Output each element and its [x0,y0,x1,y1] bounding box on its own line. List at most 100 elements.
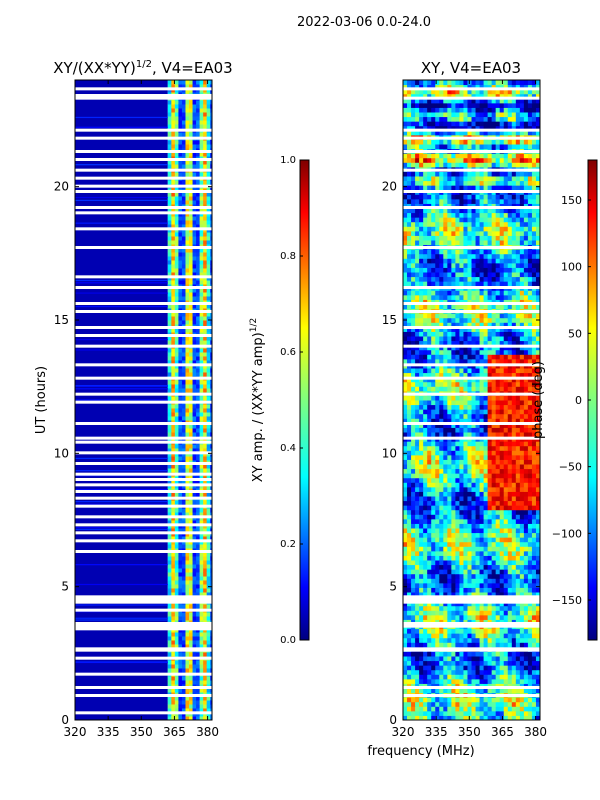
right-heat-cell [443,706,448,712]
right-heat-cell [479,573,485,579]
left-heat-cell [178,716,183,720]
right-heat-cell [423,537,428,543]
right-heat-cell [443,628,448,634]
right-heat-cell [495,541,501,547]
left-heat-cell [178,232,183,237]
left-heat-cell [181,432,186,437]
left-heat-cell [171,316,176,321]
left-heat-cell [178,108,183,113]
left-masked-row [75,647,212,651]
left-heat-cell [174,152,179,157]
left-heat-cell [192,356,197,361]
left-heat-cell [178,164,183,169]
right-heat-cell [423,441,428,447]
left-heat-cell [196,556,201,561]
right-heat-cell [427,582,432,588]
right-heat-cell [455,409,460,415]
left-heat-cell [203,580,208,585]
right-heat-cell [463,546,468,552]
right-heat-cell [519,560,525,566]
left-heat-cell [178,116,183,121]
right-heat-cell [443,450,448,456]
left-heat-cell [203,252,208,257]
right-heat-cell [403,427,408,433]
right-heat-cell [447,500,452,506]
right-heat-cell [411,400,416,406]
right-heat-cell [415,633,420,639]
right-heat-cell [411,345,416,351]
right-heat-cell [447,505,452,511]
right-heat-cell [535,354,540,360]
right-heat-cell [463,592,468,598]
left-heat-cell [196,224,201,229]
left-heat-cell [206,312,211,317]
left-heat-cell [210,236,212,241]
right-heat-cell [519,582,525,588]
right-heat-cell [483,491,489,497]
right-heat-cell [419,427,424,433]
right-heat-cell [479,473,485,479]
left-heat-cell [167,636,172,641]
right-heat-cell [415,381,420,387]
right-heat-cell [507,468,513,474]
left-heat-cell [181,280,186,285]
right-heat-cell [519,697,525,703]
right-heat-cell [535,464,540,470]
left-heat-cell [178,660,183,665]
right-heat-cell [523,377,529,383]
right-heat-cell [419,358,424,364]
right-heat-cell [483,710,489,716]
right-heat-cell [447,464,452,470]
left-heat-cell [199,132,204,137]
left-heat-cell [189,216,194,221]
left-heat-cell [181,592,186,597]
right-heat-cell [523,450,529,456]
right-heat-cell [407,683,412,689]
right-heat-cell [415,669,420,675]
left-heat-cell [181,340,186,345]
right-heat-cell [451,573,456,579]
right-heat-cell [471,674,477,680]
right-heat-cell [499,477,505,483]
right-heat-cell [427,427,432,433]
left-heat-cell [181,120,186,125]
left-heat-cell [185,716,190,720]
right-heat-cell [467,569,472,575]
left-heat-cell [174,372,179,377]
left-heat-cell [167,380,172,385]
right-heat-cell [475,614,481,620]
right-heat-cell [439,697,444,703]
right-heat-cell [475,450,481,456]
right-heat-cell [403,642,408,648]
right-heat-cell [427,592,432,598]
right-heat-cell [447,395,452,401]
right-heat-cell [515,710,521,716]
left-heat-cell [178,316,183,321]
right-heat-cell [411,628,416,634]
right-heat-cell [503,683,509,689]
left-heat-cell [185,568,190,573]
right-heat-cell [431,386,436,392]
right-heat-cell [511,377,517,383]
left-heat-cell [192,268,197,273]
right-heat-cell [419,459,424,465]
left-heat-cell [178,216,183,221]
right-heat-cell [475,358,481,364]
right-heat-cell [495,464,501,470]
left-heat-cell [174,164,179,169]
left-heat-cell [174,116,179,121]
right-heat-cell [535,381,540,387]
left-heat-cell [192,604,197,609]
right-heat-cell [431,413,436,419]
left-heat-cell [171,380,176,385]
left-heat-cell [178,696,183,701]
right-heat-cell [447,706,452,712]
right-heat-cell [471,678,477,684]
left-colorbar-tick-label: 1.0 [280,155,296,166]
right-heat-cell [463,418,468,424]
right-heat-cell [491,701,497,707]
right-heat-cell [455,651,460,657]
left-heat-cell [196,676,201,681]
right-heat-cell [403,409,408,415]
left-heat-cell [199,120,204,125]
